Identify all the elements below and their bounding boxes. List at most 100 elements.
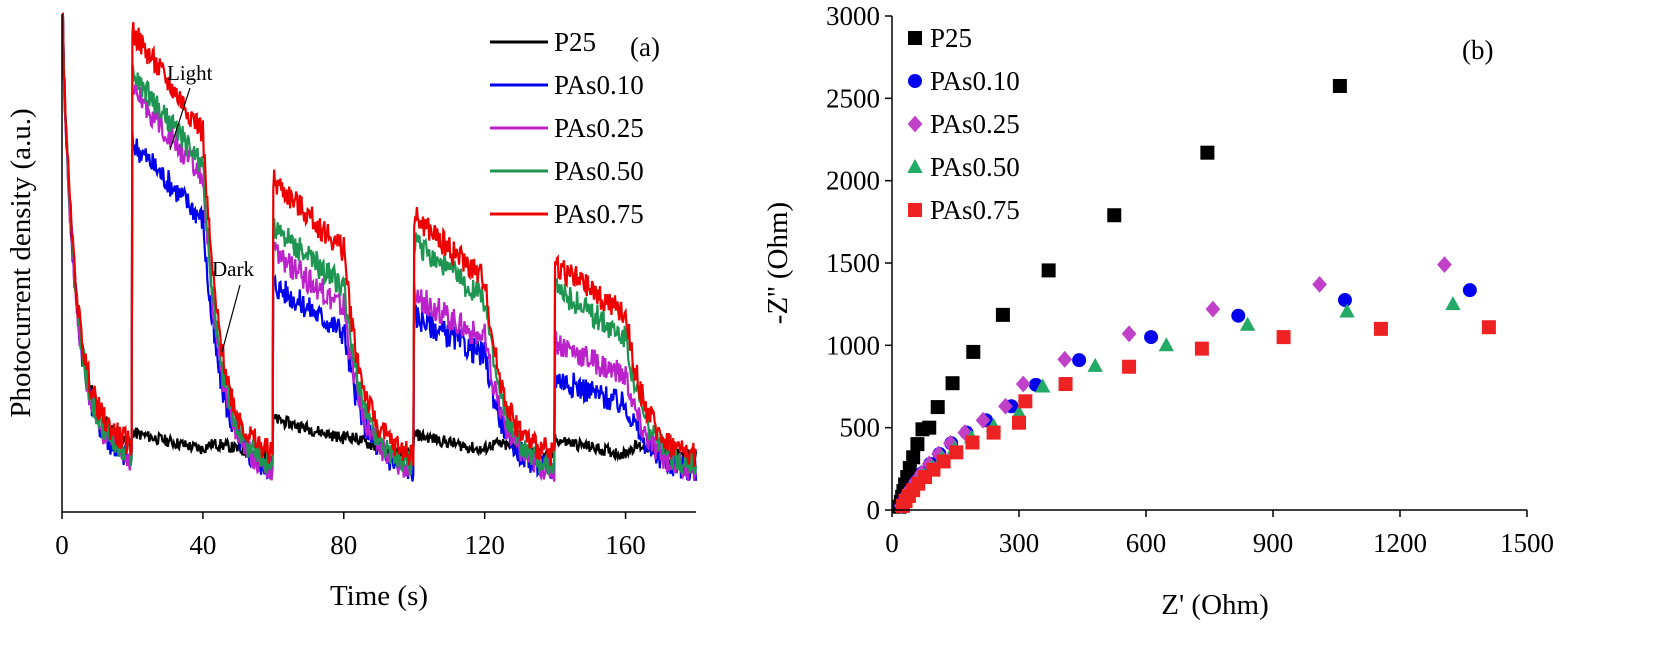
data-point-pas0-10	[1337, 293, 1352, 308]
series-line-pas0-50	[61, 12, 698, 476]
data-point-pas0-50	[1035, 378, 1051, 393]
panel-a-x-tick-label: 40	[189, 530, 216, 560]
series-line-pas0-75	[61, 12, 698, 468]
data-point-pas0-75	[1122, 359, 1137, 374]
legend-label-p25: P25	[554, 27, 596, 57]
data-point-p25	[995, 307, 1010, 322]
data-point-p25	[966, 344, 981, 359]
data-point-pas0-75	[949, 445, 964, 460]
panel-a-y-axis-title: Photocurrent density (a.u.)	[5, 108, 37, 417]
panel-a-legend: P25 PAs0.10 PAs0.25 PAs0.50 PAs0.75	[490, 27, 644, 229]
panel-b-y-tick-label: 1000	[826, 330, 880, 360]
panel-b-y-tick-label: 1500	[826, 248, 880, 278]
data-point-pas0-50	[1011, 404, 1027, 419]
data-point-p25	[945, 376, 960, 391]
data-point-pas0-10	[1072, 353, 1087, 368]
panel-a-x-tick-label: 0	[55, 530, 69, 560]
data-point-pas0-50	[1445, 296, 1461, 311]
panel-b-plot-area	[892, 78, 1496, 515]
data-point-p25	[1200, 145, 1215, 160]
data-point-pas0-75	[936, 454, 951, 469]
panel-b-x-tick-label: 300	[999, 528, 1040, 558]
data-point-pas0-25	[1312, 276, 1327, 293]
panel-a-tag: (a)	[630, 32, 660, 62]
data-point-pas0-25	[1437, 256, 1452, 274]
panel-b-y-tick-label: 500	[840, 413, 881, 443]
data-point-p25	[910, 437, 925, 452]
legend-label-pas0-75: PAs0.75	[554, 199, 644, 229]
legend-label-pas0-25: PAs0.25	[554, 113, 644, 143]
legend-label-p25: P25	[930, 23, 972, 53]
data-point-pas0-75	[1194, 341, 1209, 356]
panel-a-chart: 0 40 80 120 160 Time (s) Photocurrent densit…	[5, 12, 698, 612]
data-point-p25	[906, 450, 921, 465]
annotation-light-pointer	[169, 87, 191, 151]
panel-b-legend: P25 PAs0.10 PAs0.25 PAs0.50 PAs0.75	[907, 23, 1020, 225]
data-point-pas0-25	[931, 445, 946, 463]
panel-b-y-ticks: 0 500 1000 1500 2000 2500 3000	[826, 1, 892, 525]
panel-a-x-tick-label: 160	[605, 530, 646, 560]
data-point-pas0-25	[1121, 325, 1137, 343]
data-point-pas0-10	[1144, 330, 1159, 345]
panel-b-y-tick-label: 2000	[826, 166, 880, 196]
data-point-pas0-75	[1012, 415, 1026, 430]
panel-b-x-tick-label: 0	[885, 528, 899, 558]
panel-b-x-tick-label: 600	[1126, 528, 1167, 558]
annotation-dark-pointer	[221, 284, 241, 353]
data-point-pas0-50	[1158, 337, 1175, 352]
panel-b-y-tick-label: 2500	[826, 83, 880, 113]
panel-b-chart: 0 300 600 900 1200 1500 0 500 1000 1500 2000 2500 3…	[762, 1, 1554, 621]
legend-marker-p25	[908, 31, 922, 45]
legend-label-pas0-10: PAs0.10	[554, 70, 644, 100]
data-point-pas0-75	[1373, 321, 1388, 336]
data-point-pas0-25	[1205, 300, 1221, 318]
panel-b-x-tick-label: 1500	[1500, 528, 1554, 558]
panel-b-y-tick-label: 0	[867, 495, 881, 525]
data-point-pas0-25	[1057, 350, 1073, 368]
data-point-p25	[1332, 78, 1347, 93]
data-point-pas0-50	[1087, 357, 1103, 372]
legend-marker-pas0-50	[907, 158, 923, 173]
data-point-p25	[1041, 263, 1056, 278]
panel-b-x-tick-label: 900	[1253, 528, 1294, 558]
data-point-pas0-25	[998, 397, 1013, 415]
data-point-pas0-50	[1339, 303, 1355, 318]
panel-b-y-tick-label: 3000	[826, 1, 880, 31]
data-point-p25	[902, 461, 917, 476]
data-point-pas0-10	[1231, 308, 1246, 323]
data-point-p25	[1107, 208, 1122, 223]
annotation-light: Light	[167, 61, 213, 85]
data-point-p25	[930, 400, 945, 415]
data-point-pas0-75	[986, 425, 1001, 440]
data-point-pas0-25	[975, 411, 991, 429]
data-point-pas0-10	[1462, 283, 1477, 298]
data-point-pas0-75	[1276, 330, 1291, 345]
data-point-pas0-75	[965, 435, 980, 450]
annotation-dark: Dark	[212, 257, 254, 281]
panel-a-x-axis-title: Time (s)	[330, 580, 428, 612]
legend-label-pas0-50: PAs0.50	[554, 156, 644, 186]
panel-b-x-axis-title: Z' (Ohm)	[1161, 589, 1269, 621]
data-point-pas0-25	[1015, 375, 1031, 393]
legend-label-pas0-50: PAs0.50	[930, 152, 1020, 182]
legend-label-pas0-25: PAs0.25	[930, 109, 1020, 139]
data-point-pas0-75	[1058, 377, 1073, 392]
legend-marker-pas0-25	[907, 115, 923, 133]
panel-a-x-tick-label: 120	[464, 530, 505, 560]
data-point-pas0-75	[1481, 320, 1496, 335]
data-point-pas0-50	[1239, 316, 1256, 331]
data-point-pas0-25	[943, 434, 958, 452]
legend-marker-pas0-75	[908, 203, 922, 217]
data-point-p25	[922, 420, 937, 435]
legend-label-pas0-75: PAs0.75	[930, 195, 1020, 225]
legend-marker-pas0-10	[908, 74, 922, 88]
panel-b-x-tick-label: 1200	[1373, 528, 1427, 558]
panel-a-x-ticks: 0 40 80 120 160	[55, 512, 646, 560]
panel-a-plot-area	[61, 12, 698, 482]
panel-b-tag: (b)	[1462, 35, 1493, 65]
panel-a-x-tick-label: 80	[330, 530, 357, 560]
panel-b-y-axis-title: -Z'' (Ohm)	[762, 202, 794, 324]
legend-label-pas0-10: PAs0.10	[930, 66, 1020, 96]
panel-b-x-ticks: 0 300 600 900 1200 1500	[885, 510, 1554, 558]
